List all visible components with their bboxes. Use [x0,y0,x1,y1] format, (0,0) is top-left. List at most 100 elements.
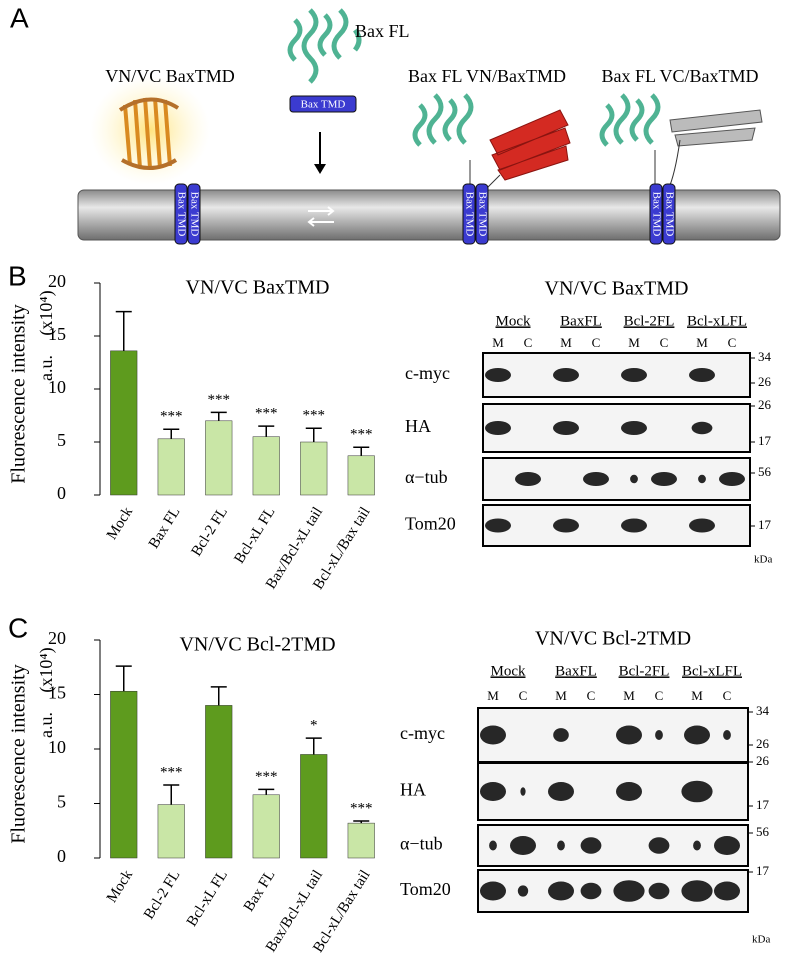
bar [205,705,233,859]
bar [347,822,375,859]
tmd-label: Bax TMD [301,99,346,111]
marker: 17 [758,517,772,532]
significance: *** [208,392,231,408]
y-tick-label: 5 [57,430,66,450]
row-label: HA [400,780,426,800]
lane: M [691,688,703,703]
marker: 34 [758,349,772,364]
lane-group: BaxFL [560,313,602,329]
band [553,421,579,435]
marker: 17 [756,797,770,812]
y-scale: (x10⁴) [36,290,57,335]
marker: 56 [756,824,770,839]
arrow-head [314,164,326,174]
lane: M [560,335,572,350]
band [580,837,602,854]
y-tick-label: 0 [57,483,66,503]
significance: * [310,718,318,734]
marker: 17 [758,433,772,448]
band [480,881,506,901]
band [485,518,511,533]
bar [347,455,375,496]
tmd-label: Bax TMD [663,192,675,237]
barrel-protein [118,97,180,170]
marker: 26 [756,736,770,751]
row-label: Tom20 [405,514,456,534]
x-tick-label: Bcl-xL FL [184,867,231,929]
x-tick-label: Bcl-xL FL [232,504,279,566]
error-bar [305,737,322,755]
marker: 26 [758,397,772,412]
lane-group: Bcl-2FL [619,663,670,679]
lane: M [492,335,504,350]
y-tick-label: 20 [48,271,66,291]
chart-title: VN/VC Bcl-2TMD [179,634,335,656]
bar [110,690,138,859]
row-label: α−tub [400,834,443,854]
band [621,368,647,382]
blot-title: VN/VC BaxTMD [545,278,689,300]
error-bar [305,427,322,442]
marker: 17 [756,863,770,878]
lane: C [524,335,533,350]
tmd-box [649,183,663,245]
band [621,421,647,435]
band [485,421,511,435]
x-tick-label: Mock [104,504,136,543]
lane: C [519,688,528,703]
band [485,368,511,382]
significance: *** [255,406,278,422]
error-bar [258,425,275,437]
band [515,472,541,486]
row-label: c-myc [405,363,450,383]
bar [157,804,185,859]
error-bar [210,411,227,421]
band [691,421,713,435]
band [693,840,701,851]
y-tick-label: 15 [48,324,66,344]
lane: M [696,335,708,350]
lane: C [592,335,601,350]
band [553,518,579,533]
error-bar [115,310,132,351]
band [621,518,647,533]
y-label: Fluorescence intensity [8,304,30,483]
bar [252,794,280,859]
panel-label: C [8,612,28,643]
bar [252,436,280,496]
tmd-box [475,183,489,245]
band [719,472,745,486]
bax-fl-protein [287,8,362,84]
chart-title: VN/VC BaxTMD [186,277,330,299]
error-bar [258,788,275,795]
band [648,882,670,900]
bar [300,754,328,859]
error-bar [163,784,180,805]
marker: 34 [756,703,770,718]
band [557,840,565,851]
band [698,474,706,484]
band [689,368,715,382]
y-tick-label: 10 [48,737,66,757]
tmd-label: Bax TMD [476,192,488,237]
band [616,725,642,745]
band [548,881,574,901]
band [651,472,677,486]
band [613,880,645,902]
error-bar [353,446,370,456]
significance: *** [160,764,183,780]
bar [205,420,233,496]
tmd-box [187,183,201,245]
tmd-box [174,183,188,245]
panel-label: A [10,2,29,33]
lane: M [623,688,635,703]
bax-fl-protein-2 [412,93,661,147]
band [489,840,497,851]
x-tick-label: Bcl-2 FL [141,867,183,922]
band [681,880,713,902]
y-unit: a.u. [36,712,56,738]
lane-group: BaxFL [555,663,597,679]
tmd-label: Bax TMD [463,192,475,237]
significance: *** [255,769,278,785]
